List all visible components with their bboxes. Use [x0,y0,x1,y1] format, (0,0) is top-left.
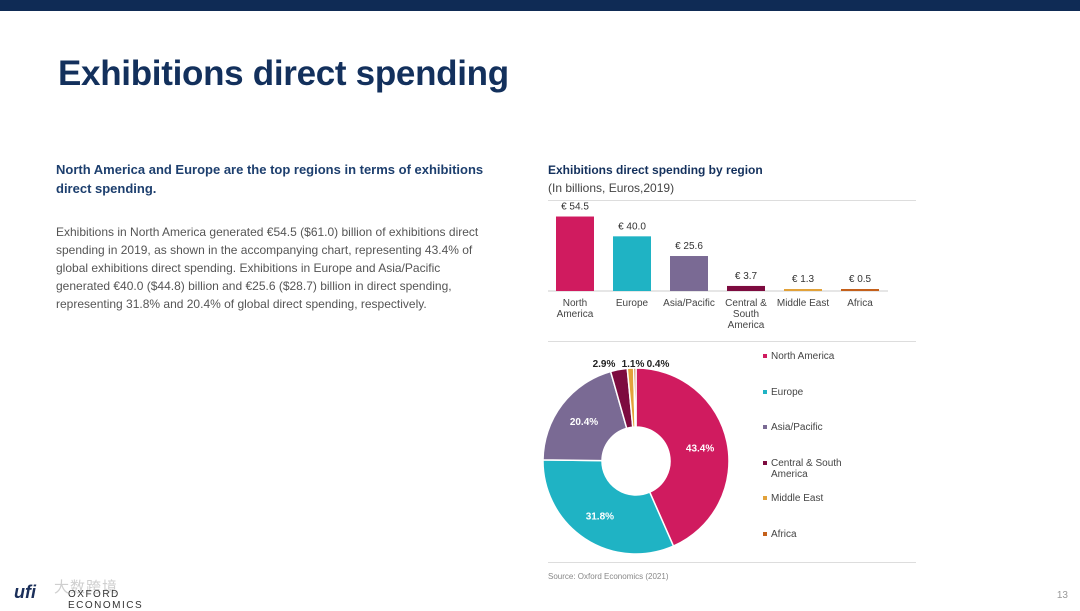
legend-label: North America [771,351,835,362]
legend-swatch [763,425,767,430]
chart-bottom-rule [548,562,916,563]
legend-swatch [763,496,767,501]
footer-logos: ufi 大数跨境 OXFORD ECONOMICS [8,579,198,611]
bar-category-label: America [557,309,594,320]
donut-chart: 43.4% 31.8% 20.4% 2.9% 1.1% 0.4% [542,359,730,555]
legend-swatch [763,460,767,465]
donut-slice-0 [635,367,730,548]
bar-1 [613,236,651,291]
bar-4 [784,289,822,291]
legend-label: Europe [771,386,804,398]
bar-value-label: € 3.7 [735,271,758,282]
donut-slice-5 [632,367,637,428]
donut-percent-label: 20.4% [570,417,598,428]
chart-top-rule [548,200,916,201]
oxford-economics-logo: OXFORD ECONOMICS [68,589,144,611]
bar-5 [841,289,879,291]
body-paragraph: Exhibitions in North America generated €… [56,225,479,311]
bar-value-label: € 25.6 [675,241,703,252]
bar-3 [727,285,765,291]
chart-subtitle: (In billions, Euros,2019) [548,181,675,195]
bar-2 [670,256,708,291]
bar-value-label: € 0.5 [849,274,872,285]
donut-percent-label: 0.4% [647,359,670,370]
bar-category-label: America [728,320,765,331]
donut-slice-2 [542,370,628,462]
legend-swatch [763,532,767,536]
lead-paragraph: North America and Europe are the top reg… [56,162,484,196]
donut-percent-label: 43.4% [686,444,714,455]
legend-label: Central & South America [771,457,842,480]
bar-category-label: Asia/Pacific [663,298,715,309]
donut-percent-label: 2.9% [593,359,616,370]
bar-value-label: € 40.0 [618,221,646,232]
page-number: 13 [1056,590,1068,601]
chart-middle-rule [548,341,916,342]
legend-label: Africa [771,529,797,540]
header-bar [0,0,1080,11]
donut-percent-label: 1.1% [622,359,645,370]
bar-category-label: Central & [725,298,767,309]
ufi-logo: ufi [14,582,36,602]
donut-percent-label: 31.8% [586,512,614,523]
bar-value-label: € 54.5 [561,202,589,213]
legend-swatch [763,354,767,358]
chart-title: Exhibitions direct spending by region [548,163,763,177]
donut-slice-1 [542,459,675,555]
legend-label: Middle East [771,493,824,505]
legend-swatch [763,389,767,394]
bar-category-label: North [563,298,587,309]
bar-category-label: Europe [616,298,649,309]
bar-category-label: South [733,309,759,320]
legend-label: Asia/Pacific [771,422,823,434]
source-note: Source: Oxford Economics (2021) [548,572,669,581]
watermark-text: 大数跨境 [54,579,119,596]
bar-0 [556,216,594,291]
bar-category-label: Africa [847,298,873,309]
bar-value-label: € 1.3 [792,274,815,285]
bar-category-label: Middle East [777,298,829,309]
slide-title: Exhibitions direct spending [58,54,509,93]
